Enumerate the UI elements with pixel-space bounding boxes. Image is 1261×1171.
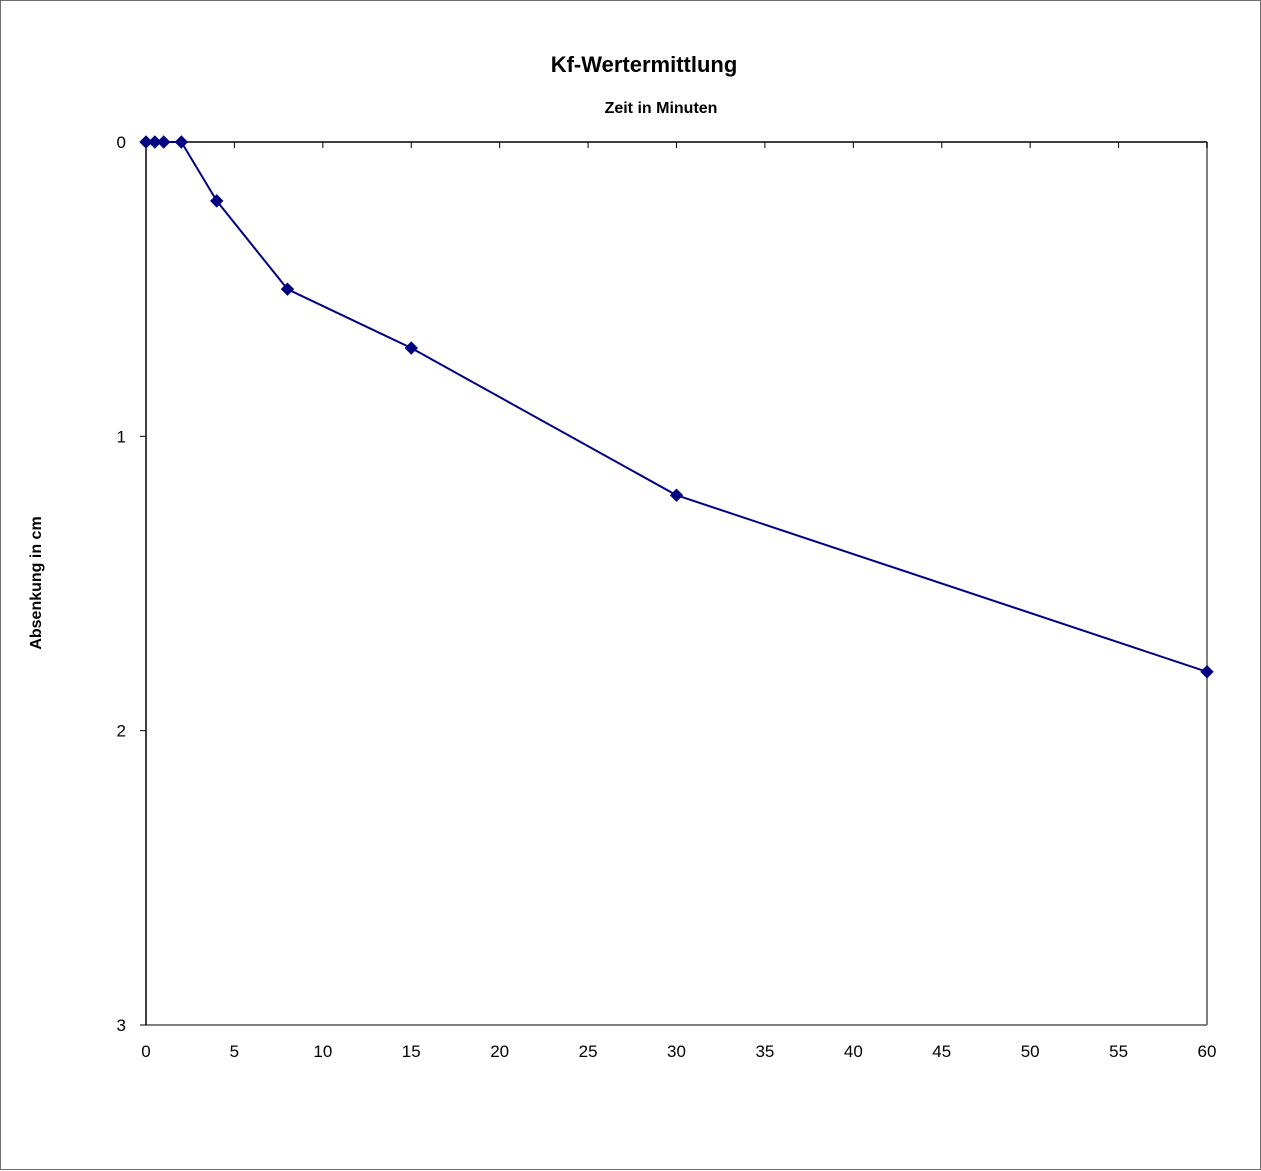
x-tick-label: 15 (402, 1042, 421, 1061)
data-point (210, 194, 224, 208)
data-point (1200, 665, 1214, 679)
x-tick-label: 60 (1198, 1042, 1217, 1061)
x-tick-label: 45 (932, 1042, 951, 1061)
x-tick-label: 35 (755, 1042, 774, 1061)
x-tick-label: 25 (579, 1042, 598, 1061)
chart-title: Kf-Wertermittlung (551, 52, 738, 77)
y-axis-title: Absenkung in cm (28, 516, 45, 649)
x-tick-label: 5 (230, 1042, 239, 1061)
y-tick-label: 2 (117, 722, 126, 741)
y-tick-label: 1 (117, 427, 126, 446)
y-tick-label: 3 (117, 1016, 126, 1035)
data-point (174, 135, 189, 149)
data-point (280, 282, 295, 296)
data-point (156, 135, 171, 149)
data-point (148, 135, 162, 149)
data-point (404, 341, 418, 355)
x-axis-title: Zeit in Minuten (605, 100, 718, 117)
x-tick-label: 50 (1021, 1042, 1040, 1061)
x-tick-label: 20 (490, 1042, 509, 1061)
x-tick-label: 55 (1109, 1042, 1128, 1061)
series-line (146, 141, 1208, 673)
y-tick-label: 0 (117, 133, 126, 152)
data-point (139, 135, 153, 149)
x-tick-label: 10 (313, 1042, 332, 1061)
x-tick-label: 30 (667, 1042, 686, 1061)
x-tick-label: 0 (141, 1042, 150, 1061)
data-point (669, 488, 684, 502)
x-tick-label: 40 (844, 1042, 863, 1061)
plot-area: 0 5 10 15 20 25 30 35 40 45 50 55 60 0 1 2 3 (117, 133, 1217, 1061)
